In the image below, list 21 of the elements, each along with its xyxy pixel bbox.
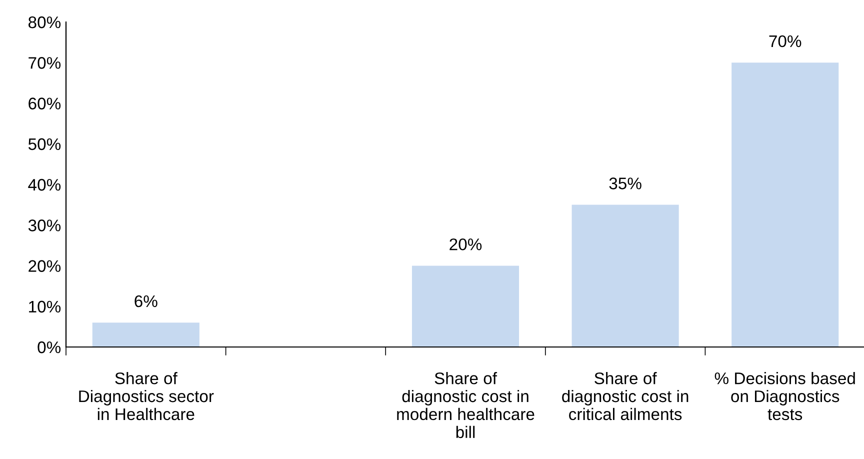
data-label: 70% bbox=[769, 35, 802, 48]
bar bbox=[732, 62, 839, 347]
y-tick-label: 50% bbox=[28, 138, 61, 150]
x-tick-label: Share of diagnostic cost in modern healthcare bill bbox=[397, 372, 534, 438]
data-label: 35% bbox=[609, 178, 642, 190]
y-tick-label: 70% bbox=[28, 57, 61, 69]
bar bbox=[572, 204, 679, 347]
data-label: 6% bbox=[134, 295, 158, 308]
x-tick-label: Share of Diagnostics sector in Healthcare bbox=[79, 372, 214, 420]
y-tick-label: 80% bbox=[28, 16, 61, 28]
bar bbox=[412, 266, 520, 347]
data-label: 20% bbox=[450, 238, 482, 250]
y-tick-label: 40% bbox=[28, 178, 61, 191]
x-tick-label: % Decisions based on Diagnostics tests bbox=[714, 372, 855, 420]
x-tick-label: Share of diagnostic cost in critical ailments bbox=[562, 372, 688, 420]
bar bbox=[92, 322, 200, 347]
y-tick-label: 0% bbox=[38, 341, 61, 354]
y-tick-label: 60% bbox=[28, 98, 61, 110]
y-tick-label: 20% bbox=[28, 260, 61, 272]
y-tick-label: 30% bbox=[28, 220, 61, 232]
y-tick-label: 10% bbox=[29, 300, 61, 313]
